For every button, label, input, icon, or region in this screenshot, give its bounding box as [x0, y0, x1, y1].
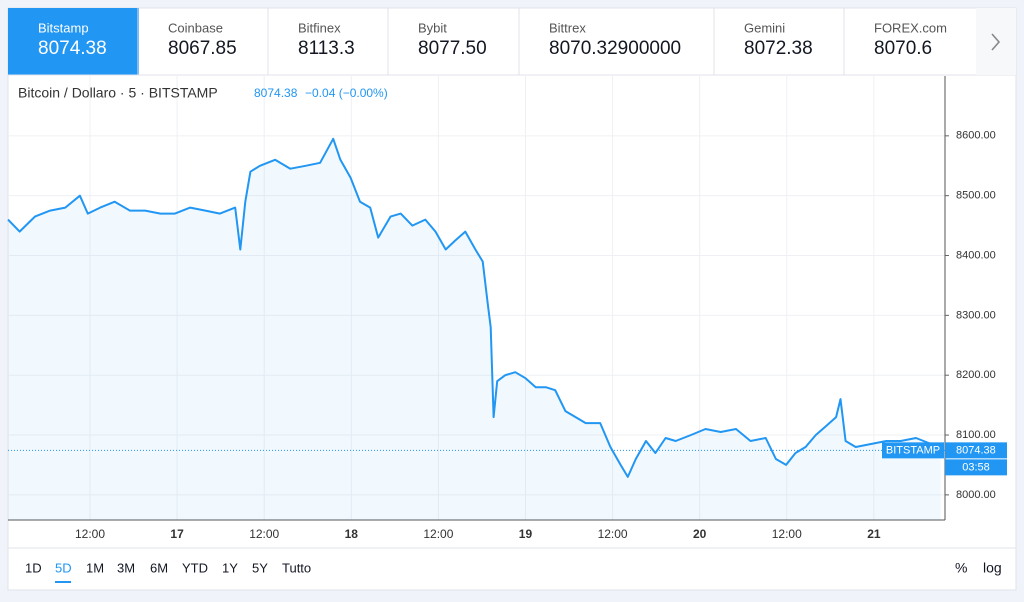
next-button[interactable]: [976, 8, 1016, 75]
y-tick-label: 8000.00: [956, 489, 996, 501]
x-tick-label: 12:00: [75, 527, 105, 541]
y-tick-label: 8100.00: [956, 429, 996, 441]
legend-price: 8074.38: [254, 86, 298, 100]
tab-name: Gemini: [744, 20, 785, 35]
active-tab: [8, 8, 139, 75]
y-tick-label: 8200.00: [956, 369, 996, 381]
last-price-box: [945, 442, 1007, 459]
range-button[interactable]: 1Y: [222, 560, 238, 575]
x-tick-label: 12:00: [249, 527, 279, 541]
x-tick-label: 19: [519, 527, 533, 541]
tab-name: Bybit: [418, 20, 447, 35]
price-line: [7, 137, 942, 478]
legend-change: −0.04 (−0.00%): [305, 86, 388, 100]
y-tick-label: 8400.00: [956, 249, 996, 261]
x-tick-label: 12:00: [772, 527, 802, 541]
tab-name: Bittrex: [549, 20, 586, 35]
range-button[interactable]: Tutto: [282, 560, 311, 575]
range-button[interactable]: YTD: [182, 560, 208, 575]
range-button[interactable]: 6M: [150, 560, 168, 575]
x-tick-label: 21: [867, 527, 881, 541]
x-tick-label: 17: [170, 527, 184, 541]
arrow-icon: [991, 33, 1001, 51]
toggle-button[interactable]: %: [955, 560, 967, 576]
toggle-button[interactable]: log: [983, 560, 1002, 576]
last-price: 8074.38: [956, 444, 996, 456]
y-tick-label: 8300.00: [956, 309, 996, 321]
tab-price: 8067.85: [168, 38, 237, 59]
x-tick-label: 12:00: [598, 527, 628, 541]
tab-price: 8077.50: [418, 38, 487, 59]
countdown: 03:58: [962, 461, 990, 473]
frame: [7, 7, 1017, 591]
tab-name: Bitfinex: [298, 20, 341, 35]
range-button[interactable]: 1D: [25, 560, 42, 575]
last-name: BITSTAMP: [886, 444, 940, 456]
tab-name: Bitstamp: [38, 20, 89, 35]
y-tick-label: 8600.00: [956, 130, 996, 142]
tab-name: Coinbase: [168, 20, 223, 35]
range-button[interactable]: 5Y: [252, 560, 268, 575]
chart-title: Bitcoin / Dollaro · 5 · BITSTAMP: [18, 85, 218, 101]
tab-price: 8113.3: [298, 38, 355, 59]
x-tick-label: 18: [345, 527, 359, 541]
last-name-box: [882, 442, 944, 459]
tab-price: 8070.6: [874, 38, 932, 59]
area: [8, 138, 941, 521]
tab-price: 8070.32900000: [549, 38, 681, 59]
tab-name: FOREX.com: [874, 20, 947, 35]
range-button[interactable]: 1M: [86, 560, 104, 575]
x-tick-label: 12:00: [423, 527, 453, 541]
range-button[interactable]: 5D: [55, 560, 72, 575]
y-tick-label: 8500.00: [956, 190, 996, 202]
tab-price: 8074.38: [38, 38, 107, 59]
x-tick-label: 20: [693, 527, 707, 541]
tab-price: 8072.38: [744, 38, 813, 59]
countdown-box: [945, 459, 1007, 476]
range-button[interactable]: 3M: [117, 560, 135, 575]
